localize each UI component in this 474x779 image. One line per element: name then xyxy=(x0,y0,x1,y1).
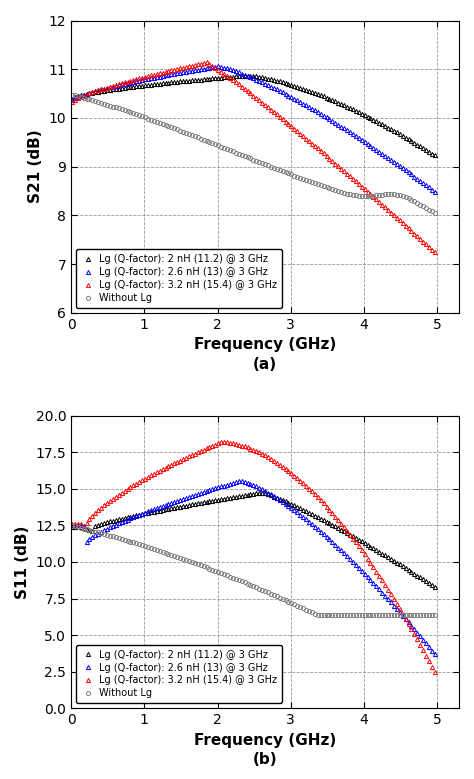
Lg (Q-factor): 3.2 nH (15.4) @ 3 GHz: (1.29, 10.9): 3.2 nH (15.4) @ 3 GHz: (1.29, 10.9) xyxy=(163,67,168,76)
Lg (Q-factor): 2.6 nH (13) @ 3 GHz: (4.33, 7.47): 2.6 nH (13) @ 3 GHz: (4.33, 7.47) xyxy=(385,594,391,604)
Without Lg xyxy=(382,190,388,199)
Lg (Q-factor): 2 nH (11.2) @ 3 GHz: (1.17, 10.7): 2 nH (11.2) @ 3 GHz: (1.17, 10.7) xyxy=(154,79,160,89)
Lg (Q-factor): 3.2 nH (15.4) @ 3 GHz: (4.69, 5.06): 3.2 nH (15.4) @ 3 GHz: (4.69, 5.06) xyxy=(411,629,417,639)
Lg (Q-factor): 2 nH (11.2) @ 3 GHz: (0.01, 10.4): 2 nH (11.2) @ 3 GHz: (0.01, 10.4) xyxy=(69,93,75,103)
Lg (Q-factor): 3.2 nH (15.4) @ 3 GHz: (4.21, 9.04): 3.2 nH (15.4) @ 3 GHz: (4.21, 9.04) xyxy=(376,571,382,580)
Lg (Q-factor): 2 nH (11.2) @ 3 GHz: (1.29, 13.6): 2 nH (11.2) @ 3 GHz: (1.29, 13.6) xyxy=(163,505,168,514)
Line: Lg (Q-factor): 3.2 nH (15.4) @ 3 GHz: Lg (Q-factor): 3.2 nH (15.4) @ 3 GHz xyxy=(70,60,437,255)
Lg (Q-factor): 2.6 nH (13) @ 3 GHz: (4.97, 3.69): 2.6 nH (13) @ 3 GHz: (4.97, 3.69) xyxy=(432,650,438,659)
Lg (Q-factor): 2 nH (11.2) @ 3 GHz: (4.33, 10.3): 2 nH (11.2) @ 3 GHz: (4.33, 10.3) xyxy=(385,552,391,562)
Without Lg xyxy=(163,548,168,558)
Lg (Q-factor): 3.2 nH (15.4) @ 3 GHz: (4.21, 8.27): 3.2 nH (15.4) @ 3 GHz: (4.21, 8.27) xyxy=(376,197,382,206)
Line: Lg (Q-factor): 2.6 nH (13) @ 3 GHz: Lg (Q-factor): 2.6 nH (13) @ 3 GHz xyxy=(70,65,437,194)
Without Lg xyxy=(294,172,300,182)
Lg (Q-factor): 2 nH (11.2) @ 3 GHz: (4.33, 9.8): 2 nH (11.2) @ 3 GHz: (4.33, 9.8) xyxy=(385,123,391,132)
Without Lg xyxy=(376,610,382,619)
Lg (Q-factor): 3.2 nH (15.4) @ 3 GHz: (1.17, 10.9): 3.2 nH (15.4) @ 3 GHz: (1.17, 10.9) xyxy=(154,69,160,79)
Line: Without Lg: Without Lg xyxy=(70,523,437,617)
Lg (Q-factor): 2 nH (11.2) @ 3 GHz: (3.13, 13.7): 2 nH (11.2) @ 3 GHz: (3.13, 13.7) xyxy=(297,503,303,513)
Lg (Q-factor): 2 nH (11.2) @ 3 GHz: (4.21, 10.7): 2 nH (11.2) @ 3 GHz: (4.21, 10.7) xyxy=(376,547,382,556)
Lg (Q-factor): 2.6 nH (13) @ 3 GHz: (0.01, 10.4): 2.6 nH (13) @ 3 GHz: (0.01, 10.4) xyxy=(69,95,75,104)
Without Lg xyxy=(411,610,417,619)
Without Lg xyxy=(385,610,391,619)
Lg (Q-factor): 2.6 nH (13) @ 3 GHz: (4.33, 9.18): 2.6 nH (13) @ 3 GHz: (4.33, 9.18) xyxy=(385,153,391,163)
Lg (Q-factor): 2.6 nH (13) @ 3 GHz: (1.29, 10.9): 2.6 nH (13) @ 3 GHz: (1.29, 10.9) xyxy=(163,71,168,80)
Without Lg xyxy=(154,545,160,555)
Lg (Q-factor): 2 nH (11.2) @ 3 GHz: (3.13, 10.6): 2 nH (11.2) @ 3 GHz: (3.13, 10.6) xyxy=(297,83,303,93)
Lg (Q-factor): 2 nH (11.2) @ 3 GHz: (0.01, 12.4): 2 nH (11.2) @ 3 GHz: (0.01, 12.4) xyxy=(69,523,75,532)
Lg (Q-factor): 2 nH (11.2) @ 3 GHz: (4.69, 9.2): 2 nH (11.2) @ 3 GHz: (4.69, 9.2) xyxy=(411,569,417,578)
Lg (Q-factor): 3.2 nH (15.4) @ 3 GHz: (1.17, 16.1): 3.2 nH (15.4) @ 3 GHz: (1.17, 16.1) xyxy=(154,467,160,477)
Lg (Q-factor): 2 nH (11.2) @ 3 GHz: (2.41, 10.9): 2 nH (11.2) @ 3 GHz: (2.41, 10.9) xyxy=(245,71,250,80)
Legend: Lg (Q-factor): 2 nH (11.2) @ 3 GHz, Lg (Q-factor): 2.6 nH (13) @ 3 GHz, Lg (Q-fa: Lg (Q-factor): 2 nH (11.2) @ 3 GHz, Lg (… xyxy=(76,249,282,308)
Line: Lg (Q-factor): 2 nH (11.2) @ 3 GHz: Lg (Q-factor): 2 nH (11.2) @ 3 GHz xyxy=(70,491,437,589)
Without Lg xyxy=(409,195,414,204)
Lg (Q-factor): 3.2 nH (15.4) @ 3 GHz: (3.13, 15.6): 3.2 nH (15.4) @ 3 GHz: (3.13, 15.6) xyxy=(297,476,303,485)
Lg (Q-factor): 3.2 nH (15.4) @ 3 GHz: (0.01, 10.3): 3.2 nH (15.4) @ 3 GHz: (0.01, 10.3) xyxy=(69,97,75,106)
Lg (Q-factor): 2.6 nH (13) @ 3 GHz: (4.69, 8.8): 2.6 nH (13) @ 3 GHz: (4.69, 8.8) xyxy=(411,172,417,182)
Without Lg xyxy=(154,117,160,126)
Lg (Q-factor): 2.6 nH (13) @ 3 GHz: (1.17, 10.8): 2.6 nH (13) @ 3 GHz: (1.17, 10.8) xyxy=(154,72,160,82)
Lg (Q-factor): 2.6 nH (13) @ 3 GHz: (3.13, 10.3): 2.6 nH (13) @ 3 GHz: (3.13, 10.3) xyxy=(297,97,303,107)
Without Lg xyxy=(315,610,320,619)
Line: Lg (Q-factor): 3.2 nH (15.4) @ 3 GHz: Lg (Q-factor): 3.2 nH (15.4) @ 3 GHz xyxy=(70,440,437,675)
Lg (Q-factor): 2.6 nH (13) @ 3 GHz: (0.01, 12.5): 2.6 nH (13) @ 3 GHz: (0.01, 12.5) xyxy=(69,520,75,530)
Without Lg xyxy=(69,90,75,100)
Lg (Q-factor): 3.2 nH (15.4) @ 3 GHz: (1.85, 11.1): 3.2 nH (15.4) @ 3 GHz: (1.85, 11.1) xyxy=(204,58,210,67)
Without Lg xyxy=(374,191,379,200)
Lg (Q-factor): 3.2 nH (15.4) @ 3 GHz: (4.69, 7.62): 3.2 nH (15.4) @ 3 GHz: (4.69, 7.62) xyxy=(411,229,417,238)
Without Lg xyxy=(432,610,438,619)
Lg (Q-factor): 3.2 nH (15.4) @ 3 GHz: (4.33, 8.11): 3.2 nH (15.4) @ 3 GHz: (4.33, 8.11) xyxy=(385,205,391,214)
Lg (Q-factor): 2 nH (11.2) @ 3 GHz: (4.97, 8.3): 2 nH (11.2) @ 3 GHz: (4.97, 8.3) xyxy=(432,582,438,591)
Lg (Q-factor): 2 nH (11.2) @ 3 GHz: (2.61, 14.7): 2 nH (11.2) @ 3 GHz: (2.61, 14.7) xyxy=(259,488,265,497)
Lg (Q-factor): 2.6 nH (13) @ 3 GHz: (2.01, 11.1): 2.6 nH (13) @ 3 GHz: (2.01, 11.1) xyxy=(215,62,221,71)
Lg (Q-factor): 3.2 nH (15.4) @ 3 GHz: (1.29, 16.4): 3.2 nH (15.4) @ 3 GHz: (1.29, 16.4) xyxy=(163,463,168,472)
Text: (b): (b) xyxy=(253,752,277,767)
Lg (Q-factor): 2.6 nH (13) @ 3 GHz: (1.17, 13.7): 2.6 nH (13) @ 3 GHz: (1.17, 13.7) xyxy=(154,503,160,513)
Lg (Q-factor): 2.6 nH (13) @ 3 GHz: (2.29, 15.5): 2.6 nH (13) @ 3 GHz: (2.29, 15.5) xyxy=(236,477,242,486)
Line: Lg (Q-factor): 2.6 nH (13) @ 3 GHz: Lg (Q-factor): 2.6 nH (13) @ 3 GHz xyxy=(70,479,437,656)
Lg (Q-factor): 2.6 nH (13) @ 3 GHz: (4.97, 8.48): 2.6 nH (13) @ 3 GHz: (4.97, 8.48) xyxy=(432,187,438,196)
Without Lg xyxy=(432,208,438,217)
Text: (a): (a) xyxy=(253,357,277,372)
Lg (Q-factor): 2.6 nH (13) @ 3 GHz: (4.21, 9.31): 2.6 nH (13) @ 3 GHz: (4.21, 9.31) xyxy=(376,147,382,157)
X-axis label: Frequency (GHz): Frequency (GHz) xyxy=(194,732,336,748)
Without Lg xyxy=(163,120,168,129)
Lg (Q-factor): 2 nH (11.2) @ 3 GHz: (1.29, 10.7): 2 nH (11.2) @ 3 GHz: (1.29, 10.7) xyxy=(163,79,168,88)
Lg (Q-factor): 3.2 nH (15.4) @ 3 GHz: (3.13, 9.68): 3.2 nH (15.4) @ 3 GHz: (3.13, 9.68) xyxy=(297,129,303,139)
Lg (Q-factor): 2.6 nH (13) @ 3 GHz: (4.69, 5.39): 2.6 nH (13) @ 3 GHz: (4.69, 5.39) xyxy=(411,625,417,634)
Legend: Lg (Q-factor): 2 nH (11.2) @ 3 GHz, Lg (Q-factor): 2.6 nH (13) @ 3 GHz, Lg (Q-fa: Lg (Q-factor): 2 nH (11.2) @ 3 GHz, Lg (… xyxy=(76,645,282,703)
Lg (Q-factor): 2.6 nH (13) @ 3 GHz: (3.13, 13.2): 2.6 nH (13) @ 3 GHz: (3.13, 13.2) xyxy=(297,510,303,520)
Lg (Q-factor): 2 nH (11.2) @ 3 GHz: (4.21, 9.9): 2 nH (11.2) @ 3 GHz: (4.21, 9.9) xyxy=(376,118,382,128)
Lg (Q-factor): 2 nH (11.2) @ 3 GHz: (4.69, 9.49): 2 nH (11.2) @ 3 GHz: (4.69, 9.49) xyxy=(411,138,417,147)
Lg (Q-factor): 3.2 nH (15.4) @ 3 GHz: (4.97, 7.24): 3.2 nH (15.4) @ 3 GHz: (4.97, 7.24) xyxy=(432,248,438,257)
Lg (Q-factor): 2.6 nH (13) @ 3 GHz: (1.29, 13.9): 2.6 nH (13) @ 3 GHz: (1.29, 13.9) xyxy=(163,500,168,509)
Lg (Q-factor): 2 nH (11.2) @ 3 GHz: (1.17, 13.5): 2 nH (11.2) @ 3 GHz: (1.17, 13.5) xyxy=(154,506,160,516)
Line: Without Lg: Without Lg xyxy=(70,93,437,215)
Without Lg xyxy=(69,521,75,530)
Y-axis label: S11 (dB): S11 (dB) xyxy=(15,525,30,598)
Lg (Q-factor): 2 nH (11.2) @ 3 GHz: (4.97, 9.23): 2 nH (11.2) @ 3 GHz: (4.97, 9.23) xyxy=(432,151,438,160)
Lg (Q-factor): 2.6 nH (13) @ 3 GHz: (4.21, 8.13): 2.6 nH (13) @ 3 GHz: (4.21, 8.13) xyxy=(376,585,382,594)
Lg (Q-factor): 3.2 nH (15.4) @ 3 GHz: (4.97, 2.44): 3.2 nH (15.4) @ 3 GHz: (4.97, 2.44) xyxy=(432,668,438,677)
Lg (Q-factor): 3.2 nH (15.4) @ 3 GHz: (2.05, 18.2): 3.2 nH (15.4) @ 3 GHz: (2.05, 18.2) xyxy=(219,438,224,447)
X-axis label: Frequency (GHz): Frequency (GHz) xyxy=(194,337,336,352)
Lg (Q-factor): 3.2 nH (15.4) @ 3 GHz: (0.01, 12.6): 3.2 nH (15.4) @ 3 GHz: (0.01, 12.6) xyxy=(69,520,75,529)
Without Lg xyxy=(294,601,300,610)
Y-axis label: S21 (dB): S21 (dB) xyxy=(28,130,43,203)
Lg (Q-factor): 3.2 nH (15.4) @ 3 GHz: (4.33, 8.11): 3.2 nH (15.4) @ 3 GHz: (4.33, 8.11) xyxy=(385,585,391,594)
Line: Lg (Q-factor): 2 nH (11.2) @ 3 GHz: Lg (Q-factor): 2 nH (11.2) @ 3 GHz xyxy=(70,73,437,157)
